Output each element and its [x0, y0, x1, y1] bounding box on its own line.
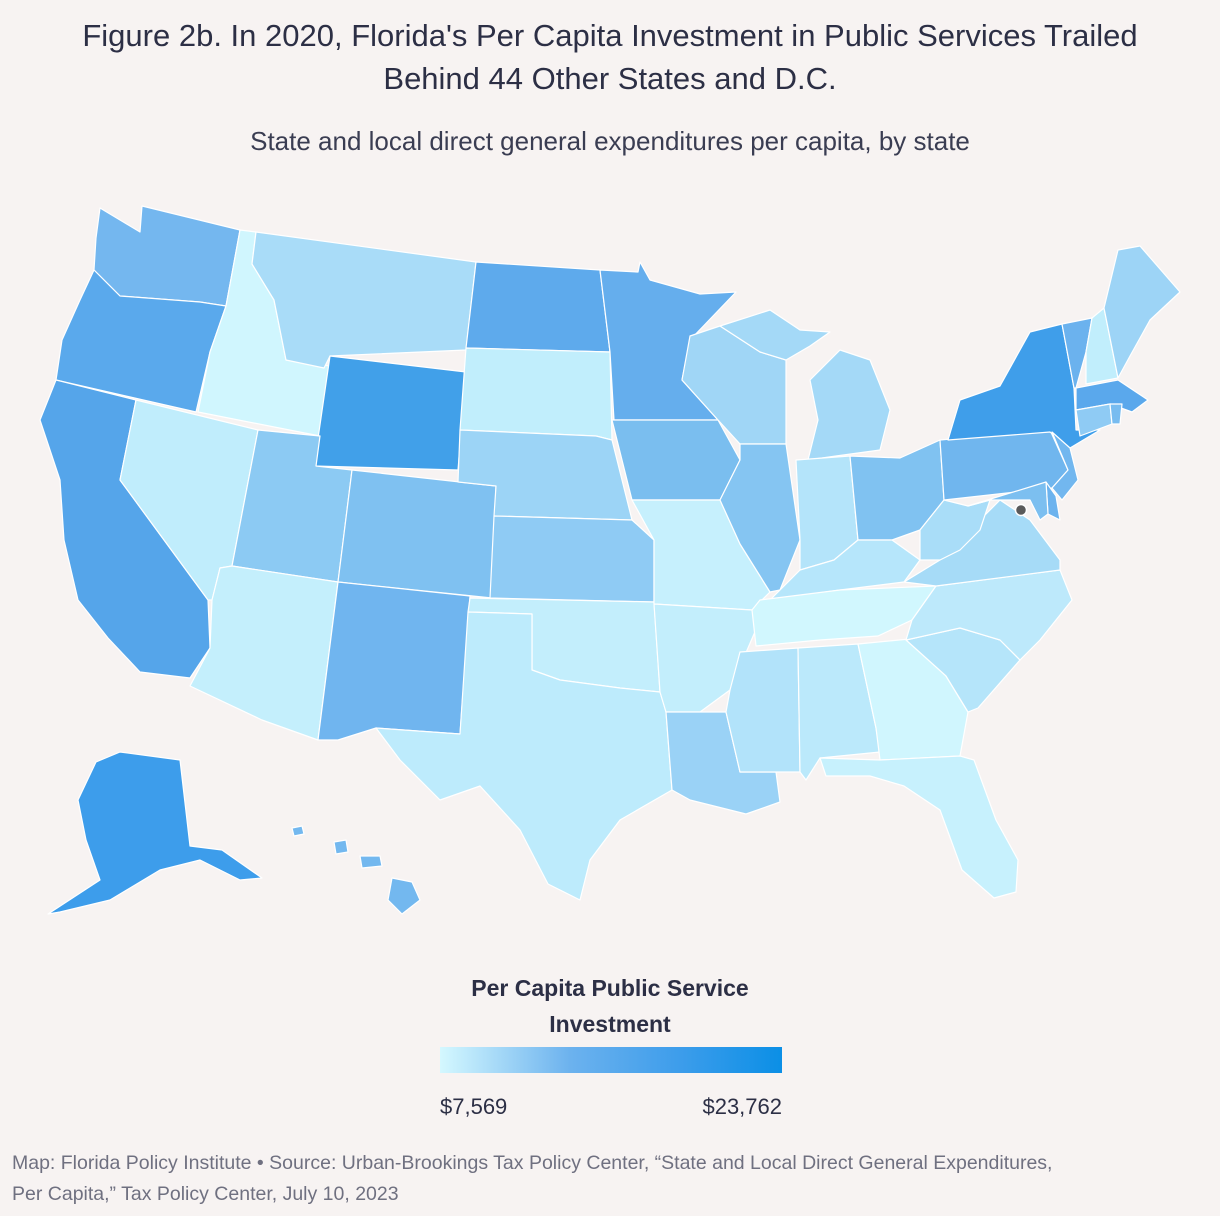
legend-title-line-2: Investment — [549, 1011, 671, 1037]
state-WV[interactable] — [919, 499, 991, 561]
state-MD[interactable] — [967, 481, 1049, 521]
state-WA[interactable] — [93, 205, 241, 307]
state-NM[interactable] — [317, 581, 471, 741]
state-CO[interactable] — [337, 469, 497, 599]
state-CT[interactable] — [1075, 403, 1113, 437]
state-HI-islands[interactable] — [291, 825, 383, 869]
state-VT[interactable] — [1061, 317, 1093, 389]
state-NH[interactable] — [1085, 307, 1119, 385]
state-NY[interactable] — [947, 323, 1101, 449]
state-KS[interactable] — [489, 515, 655, 603]
source-line-2: Per Capita,” Tax Policy Center, July 10,… — [12, 1183, 399, 1205]
state-NJ[interactable] — [1051, 431, 1079, 501]
legend-title: Per Capita Public Service Investment — [410, 970, 810, 1042]
legend-max-label: $23,762 — [702, 1094, 782, 1119]
legend-color-scale — [440, 1047, 782, 1073]
state-ME[interactable] — [1103, 245, 1181, 379]
state-NC[interactable] — [905, 569, 1073, 661]
source-line-1: Map: Florida Policy Institute • Source: … — [12, 1152, 1053, 1174]
state-TX[interactable] — [375, 611, 673, 901]
legend-title-line-1: Per Capita Public Service — [471, 975, 749, 1001]
state-FL[interactable] — [819, 755, 1019, 899]
legend-min-label: $7,569 — [440, 1094, 508, 1119]
state-IA[interactable] — [611, 419, 741, 501]
state-RI[interactable] — [1109, 403, 1123, 425]
state-MN[interactable] — [599, 261, 737, 421]
dc-marker-icon[interactable] — [1014, 503, 1028, 517]
chart-title: Figure 2b. In 2020, Florida's Per Capita… — [0, 14, 1220, 100]
source-note: Map: Florida Policy Institute • Source: … — [12, 1148, 1212, 1210]
state-IL[interactable] — [719, 443, 801, 593]
state-MT[interactable] — [251, 231, 477, 369]
state-WY[interactable] — [313, 355, 467, 471]
title-line-1: Figure 2b. In 2020, Florida's Per Capita… — [82, 18, 1138, 53]
state-ND[interactable] — [465, 261, 611, 353]
chart-subtitle: State and local direct general expenditu… — [250, 126, 970, 156]
state-SD[interactable] — [459, 347, 613, 441]
state-AK[interactable] — [47, 751, 263, 915]
title-line-2: Behind 44 Other States and D.C. — [383, 61, 837, 96]
state-OR[interactable] — [55, 269, 227, 413]
state-HI[interactable] — [387, 877, 421, 915]
state-MS[interactable] — [725, 647, 801, 773]
state-MI-UP[interactable] — [719, 309, 831, 361]
state-MI[interactable] — [807, 349, 891, 461]
state-TN[interactable] — [751, 585, 937, 647]
